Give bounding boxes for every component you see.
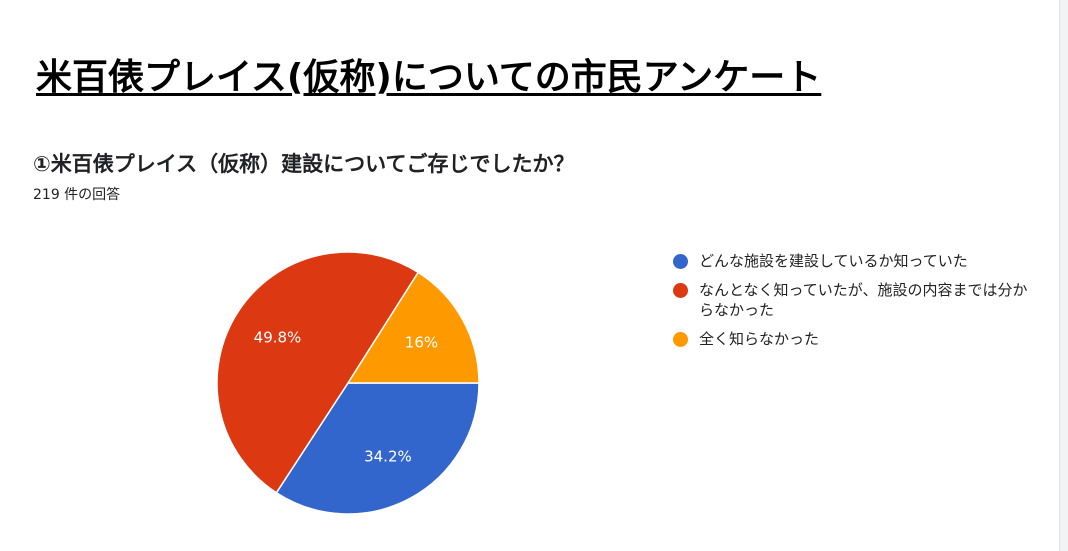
page-title: 米百俵プレイス(仮称)についての市民アンケート xyxy=(36,57,822,98)
legend-swatch-icon xyxy=(673,332,688,347)
scrollbar-track[interactable] xyxy=(1059,0,1068,551)
question-title: ①米百俵プレイス（仮称）建設についてご存じでしたか？ xyxy=(33,152,575,176)
legend-label: なんとなく知っていたが、施設の内容までは分からなかった xyxy=(699,281,1028,319)
slice-value-label: 49.8% xyxy=(254,329,302,347)
legend-item[interactable]: なんとなく知っていたが、施設の内容までは分からなかった xyxy=(673,280,1033,320)
response-count: 219 件の回答 xyxy=(33,187,121,203)
legend-swatch-icon xyxy=(673,254,688,269)
legend-label: 全く知らなかった xyxy=(699,330,820,348)
pie-slice[interactable] xyxy=(216,251,420,494)
legend-item[interactable]: どんな施設を建設しているか知っていた xyxy=(673,251,1033,271)
slice-value-label: 16% xyxy=(405,334,438,352)
legend-item[interactable]: 全く知らなかった xyxy=(673,329,1033,349)
pie-labels: 34.2% 49.8% 16% xyxy=(254,329,438,466)
legend-label: どんな施設を建設しているか知っていた xyxy=(699,252,968,270)
slice-value-label: 34.2% xyxy=(364,448,412,466)
chart-legend: どんな施設を建設しているか知っていた なんとなく知っていたが、施設の内容までは分… xyxy=(673,251,1033,358)
pie-slices xyxy=(216,251,480,515)
legend-swatch-icon xyxy=(673,283,688,298)
pie-slice[interactable] xyxy=(346,271,480,384)
